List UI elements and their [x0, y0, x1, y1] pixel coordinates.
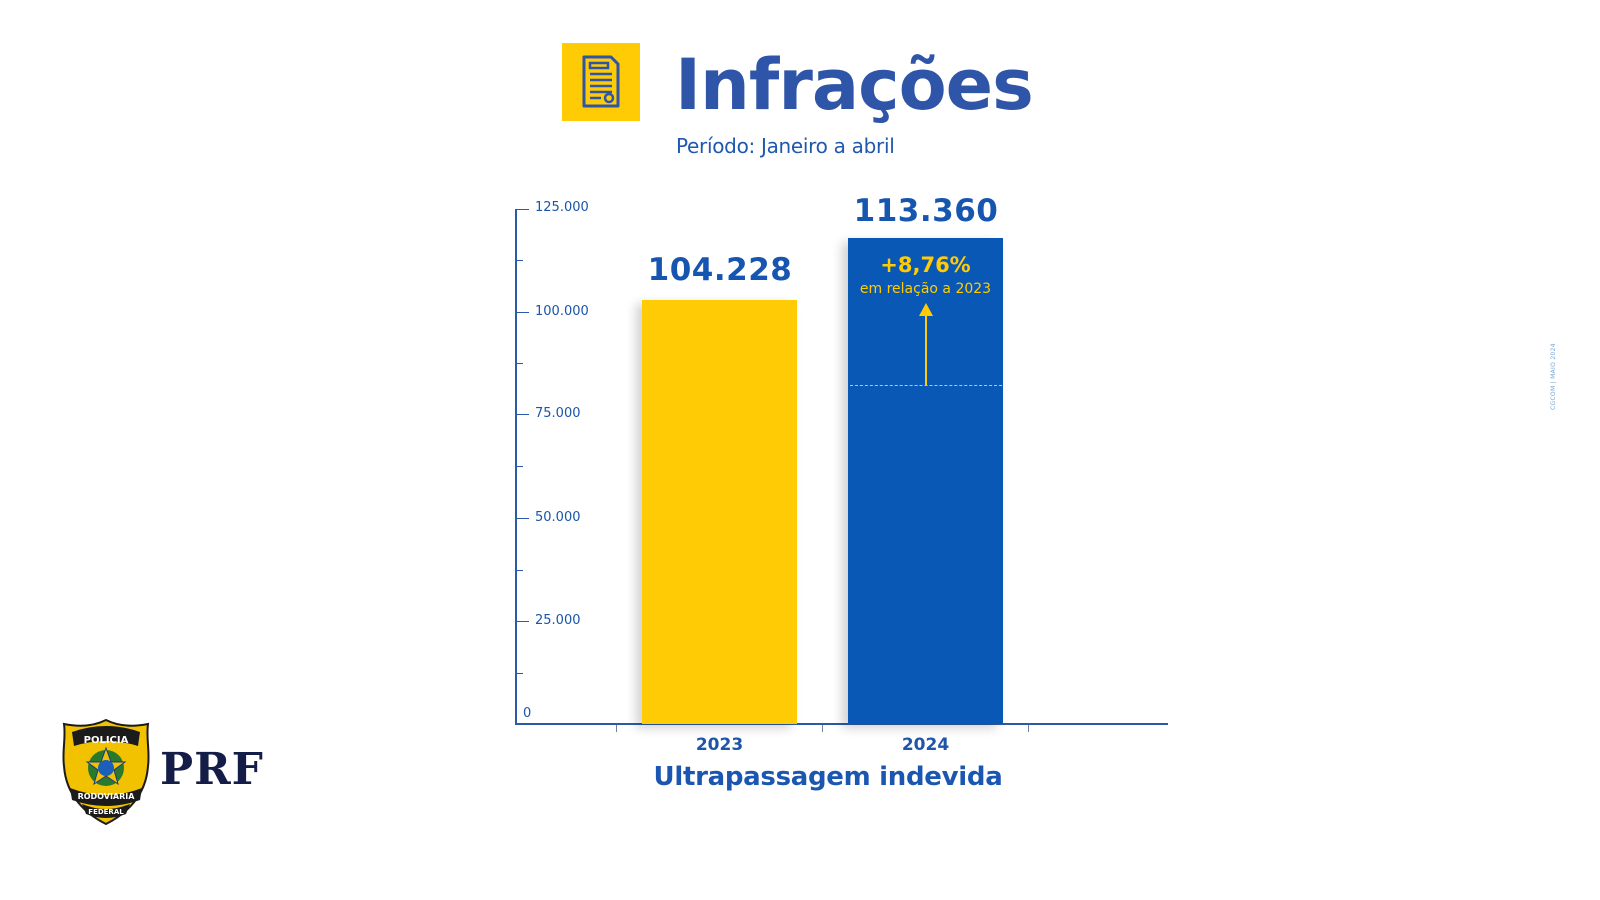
y-tick — [517, 312, 529, 313]
svg-text:FEDERAL: FEDERAL — [88, 808, 124, 816]
prf-badge-logo: POLICIA RODOVIARIA FEDERAL — [62, 718, 150, 830]
y-tick-minor — [517, 570, 523, 571]
y-tick-minor — [517, 363, 523, 364]
up-arrow-icon — [925, 312, 927, 385]
page-title: Infrações — [675, 44, 1034, 126]
reference-dashed-line — [850, 385, 1002, 386]
bar-value-2024: 113.360 — [853, 193, 999, 229]
y-tick — [517, 621, 529, 622]
arrow-head-icon — [919, 303, 933, 316]
y-tick — [517, 209, 529, 210]
svg-text:POLICIA: POLICIA — [84, 735, 129, 746]
y-tick-label: 125.000 — [535, 200, 589, 215]
y-tick-label: 50.000 — [535, 510, 581, 525]
y-tick — [517, 414, 529, 415]
chart-category-caption: Ultrapassagem indevida — [653, 762, 1003, 792]
y-tick-label: 75.000 — [535, 406, 581, 421]
x-category-label: 2024 — [901, 735, 950, 755]
percent-change-caption: em relação a 2023 — [859, 281, 992, 297]
y-tick-minor — [517, 260, 523, 261]
svg-text:RODOVIARIA: RODOVIARIA — [78, 792, 136, 801]
prf-brand-text: PRF — [160, 744, 264, 795]
y-tick-label: 0 — [523, 706, 532, 721]
x-tick — [1028, 725, 1029, 732]
x-axis — [515, 723, 1168, 725]
x-tick — [616, 725, 617, 732]
y-tick-label: 25.000 — [535, 613, 581, 628]
y-tick-minor — [517, 466, 523, 467]
document-icon — [582, 55, 620, 108]
y-tick — [517, 518, 529, 519]
bar-value-2023: 104.228 — [647, 252, 793, 288]
bar-2023 — [642, 300, 797, 724]
y-tick-minor — [517, 673, 523, 674]
police-badge-icon: POLICIA RODOVIARIA FEDERAL — [62, 718, 150, 826]
y-tick-label: 100.000 — [535, 304, 589, 319]
document-icon-box — [562, 43, 640, 121]
x-category-label: 2023 — [695, 735, 744, 755]
period-subtitle: Período: Janeiro a abril — [676, 134, 895, 158]
x-tick — [822, 725, 823, 732]
y-axis — [515, 209, 517, 725]
credit-text: CGCOM | MAIO 2024 — [1550, 343, 1557, 410]
percent-change-label: +8,76% — [880, 253, 971, 277]
